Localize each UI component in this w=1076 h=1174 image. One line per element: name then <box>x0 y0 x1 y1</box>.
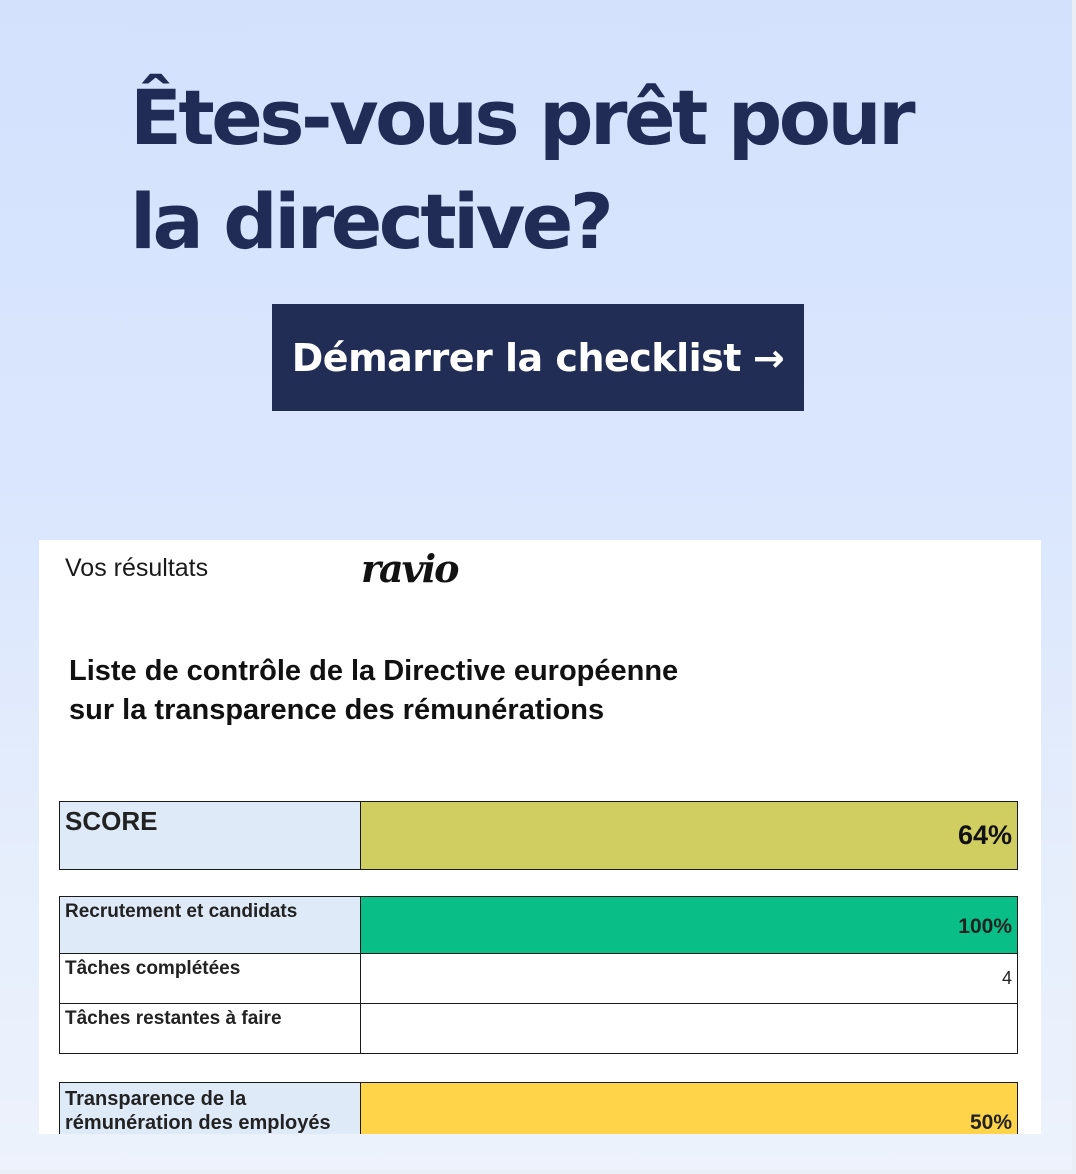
ravio-logo: ravio <box>361 546 460 591</box>
checklist-title-line-2: sur la transparence des rémunérations <box>69 694 605 726</box>
pay-transparency-percent: 50% <box>360 1082 1018 1134</box>
recruitment-header-row: Recrutement et candidats 100% <box>59 896 1018 954</box>
recruitment-label: Recrutement et candidats <box>59 896 361 954</box>
pay-transparency-label-line-1: Transparence de la <box>65 1088 247 1110</box>
checklist-title-line-1: Liste de contrôle de la Directive europé… <box>69 655 679 687</box>
pay-transparency-label: Transparence de la rémunération des empl… <box>59 1082 361 1134</box>
table-row: Tâches complétées 4 <box>59 953 1018 1004</box>
checklist-title: Liste de contrôle de la Directive europé… <box>69 652 789 730</box>
remaining-tasks-value <box>360 1003 1018 1054</box>
results-label: Vos résultats <box>65 554 209 582</box>
completed-tasks-value: 4 <box>360 953 1018 1004</box>
score-value: 64% <box>360 801 1018 870</box>
completed-tasks-label: Tâches complétées <box>59 953 361 1004</box>
recruitment-percent: 100% <box>360 896 1018 954</box>
table-row: Tâches restantes à faire <box>59 1003 1018 1054</box>
pay-transparency-row: Transparence de la rémunération des empl… <box>59 1082 1018 1134</box>
pay-transparency-table: Transparence de la rémunération des empl… <box>59 1082 1018 1134</box>
score-table: SCORE 64% <box>59 801 1018 870</box>
score-label: SCORE <box>59 801 361 870</box>
remaining-tasks-label: Tâches restantes à faire <box>59 1003 361 1054</box>
start-checklist-button[interactable]: Démarrer la checklist → <box>272 304 804 411</box>
pay-transparency-label-line-2: rémunération des employés <box>65 1112 331 1134</box>
hero-title: Êtes-vous prêt pour la directive? <box>130 73 916 266</box>
score-row: SCORE 64% <box>59 801 1018 870</box>
recruitment-table: Recrutement et candidats 100% Tâches com… <box>59 896 1018 1054</box>
arrow-right-icon: → <box>752 335 785 380</box>
start-checklist-label: Démarrer la checklist <box>291 335 742 380</box>
results-preview-card: Vos résultats ravio Liste de contrôle de… <box>39 540 1041 1134</box>
